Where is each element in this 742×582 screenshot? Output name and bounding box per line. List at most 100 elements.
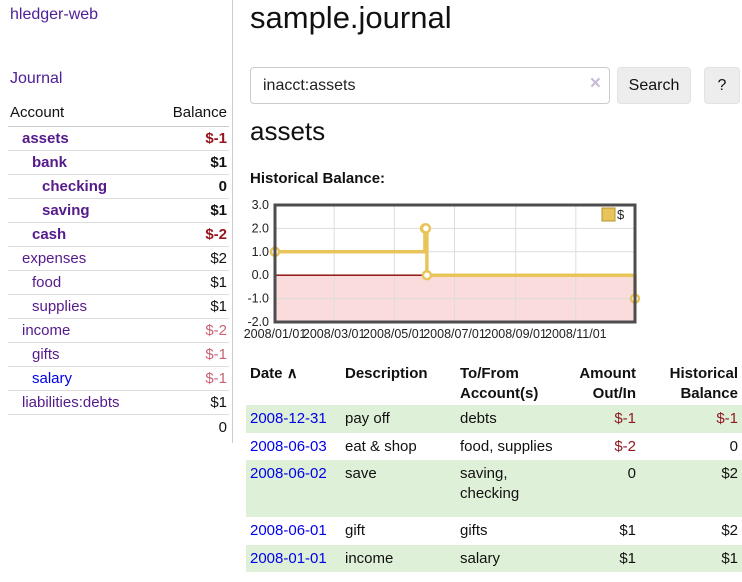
account-balance: $1 (154, 390, 229, 415)
register-header-row: Date ∧ Description To/From Account(s) Am… (246, 362, 742, 405)
register-date-link[interactable]: 2008-12-31 (250, 410, 327, 427)
x-tick-label: 2008/09/01 (484, 327, 547, 341)
register-balance: 0 (729, 437, 738, 455)
legend-label: $ (617, 207, 625, 222)
chart-title: Historical Balance: (250, 170, 386, 187)
column-header-balance: Historical Balance (669, 365, 738, 402)
sidebar-account-saving[interactable]: saving (42, 202, 90, 219)
account-balance: $-1 (154, 126, 229, 151)
nav-journal-link[interactable]: Journal (10, 70, 63, 87)
register-row: 2008-06-03 eat & shop food, supplies $-2… (246, 433, 742, 461)
search-input[interactable] (250, 67, 610, 104)
x-tick-label: 2008/07/01 (423, 327, 486, 341)
register-description: save (345, 465, 377, 482)
sidebar-account-income[interactable]: income (22, 322, 71, 339)
search-button[interactable]: Search (617, 67, 691, 104)
account-row: salary $-1 (8, 366, 229, 391)
column-header-amount: Amount Out/In (579, 365, 636, 402)
help-button[interactable]: ? (704, 67, 740, 104)
legend-swatch (601, 207, 616, 222)
y-tick-label: -2.0 (247, 315, 269, 329)
sidebar-account-food[interactable]: food (32, 274, 62, 291)
y-tick-label: 1.0 (252, 245, 269, 259)
account-balance: $-2 (154, 318, 229, 343)
register-date-link[interactable]: 2008-06-02 (250, 465, 327, 482)
register-accounts: food, supplies (460, 437, 553, 455)
register-table: Date ∧ Description To/From Account(s) Am… (246, 362, 742, 572)
accounts-total-row: 0 (8, 414, 229, 439)
account-balance: $-2 (154, 222, 229, 247)
sidebar: hledger-web Journal Account Balance asse… (0, 0, 233, 443)
register-row: 2008-06-01 gift gifts $1 $2 (246, 517, 742, 545)
sidebar-account-salary[interactable]: salary (32, 370, 73, 387)
register-accounts: saving, checking (460, 465, 520, 502)
main-panel: sample.journal × Search ? assets Histori… (233, 0, 742, 582)
y-tick-label: 0.0 (252, 268, 269, 282)
accounts-header-account: Account (8, 100, 155, 127)
register-row: 2008-01-01 income salary $1 $1 (246, 544, 742, 572)
accounts-header-balance: Balance (154, 100, 229, 127)
data-point-marker (420, 223, 432, 234)
sort-ascending-icon: ∧ (286, 365, 298, 382)
account-balance: $-1 (154, 366, 229, 391)
historical-balance-chart: 3.0 2.0 1.0 0.0 -1.0 -2.02008/01/012008/03/01… (244, 200, 641, 341)
account-row: checking 0 (8, 174, 229, 199)
register-balance: $2 (721, 522, 738, 539)
register-description: gift (345, 522, 366, 539)
accounts-table: Account Balance assets $-1 bank $1 check… (8, 100, 229, 439)
sidebar-account-checking[interactable]: checking (42, 178, 108, 195)
sidebar-account-assets[interactable]: assets (22, 130, 69, 147)
account-balance: 0 (154, 174, 229, 199)
column-header-accounts: To/From Account(s) (460, 365, 539, 402)
y-tick-label: -1.0 (247, 292, 269, 306)
sidebar-account-cash[interactable]: cash (32, 226, 67, 243)
register-balance: $-1 (716, 410, 738, 427)
account-row: liabilities:debts $1 (8, 390, 229, 415)
page-title: sample.journal (250, 0, 452, 35)
x-tick-label: 2008/03/01 (303, 327, 366, 341)
account-row: cash $-2 (8, 222, 229, 247)
register-date-link[interactable]: 2008-01-01 (250, 549, 327, 567)
y-tick-label: 3.0 (252, 200, 269, 212)
account-row: expenses $2 (8, 246, 229, 271)
register-accounts: gifts (460, 522, 488, 539)
register-amount: $-2 (614, 437, 636, 455)
register-amount: $1 (619, 522, 636, 539)
register-date-link[interactable]: 2008-06-03 (250, 437, 327, 455)
register-balance: $2 (721, 465, 738, 482)
clear-search-icon[interactable]: × (589, 73, 601, 94)
x-tick-label: 2008/11/01 (545, 327, 607, 341)
register-amount: $-1 (614, 410, 636, 427)
register-description: eat & shop (345, 437, 417, 455)
x-tick-label: 2008/01/01 (244, 327, 307, 341)
register-description: pay off (345, 410, 390, 427)
account-balance: $-1 (154, 342, 229, 367)
account-row: saving $1 (8, 198, 229, 223)
account-row: bank $1 (8, 150, 229, 175)
sidebar-account-gifts[interactable]: gifts (32, 346, 60, 363)
account-balance: $1 (154, 150, 229, 175)
register-balance: $1 (721, 549, 738, 567)
date-header-label: Date (250, 365, 283, 382)
sidebar-account-liabilities-debts[interactable]: liabilities:debts (22, 394, 120, 411)
account-row: supplies $1 (8, 294, 229, 319)
app-brand-link[interactable]: hledger-web (10, 6, 99, 23)
account-row: gifts $-1 (8, 342, 229, 367)
account-row: income $-2 (8, 318, 229, 343)
register-accounts: debts (460, 410, 497, 427)
account-balance: $2 (154, 246, 229, 271)
sidebar-account-supplies[interactable]: supplies (32, 298, 88, 315)
account-heading: assets (250, 116, 326, 146)
account-balance: $1 (154, 270, 229, 295)
register-row: 2008-12-31 pay off debts $-1 $-1 (246, 405, 742, 433)
column-header-description: Description (345, 365, 428, 382)
plot-border (273, 203, 637, 324)
column-header-date[interactable]: Date ∧ (246, 362, 341, 405)
data-point-marker (421, 269, 433, 281)
register-amount: 0 (627, 465, 636, 482)
register-date-link[interactable]: 2008-06-01 (250, 522, 327, 539)
sidebar-account-expenses[interactable]: expenses (22, 250, 87, 267)
sidebar-account-bank[interactable]: bank (32, 154, 68, 171)
register-accounts: salary (460, 549, 501, 567)
register-amount: $1 (619, 549, 636, 567)
